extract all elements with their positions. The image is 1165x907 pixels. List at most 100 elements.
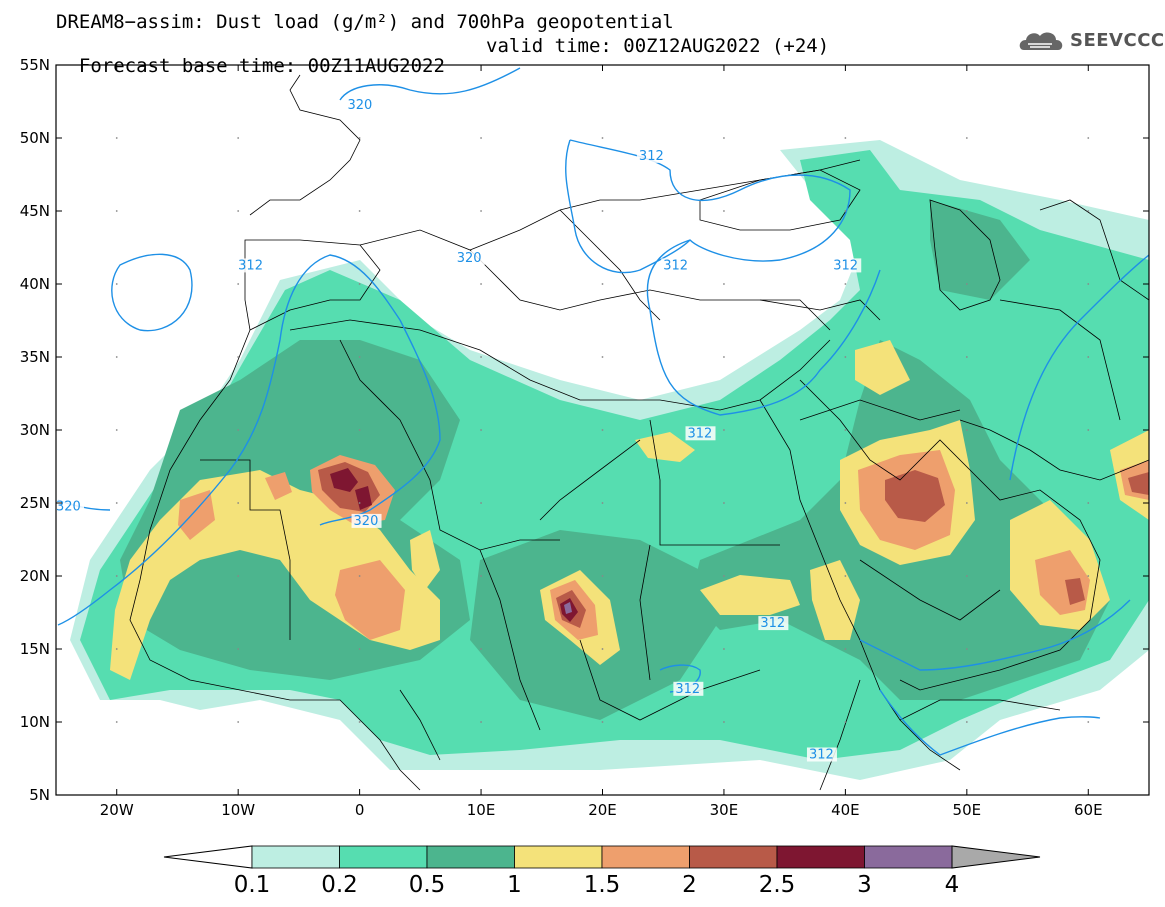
grid-dot (965, 210, 968, 212)
colorbar-swatch (426, 845, 515, 869)
grid-dot (237, 502, 240, 504)
contour-label: 320 (354, 514, 379, 529)
grid-dot (358, 356, 361, 358)
lon-tick-label: 20W (100, 801, 134, 819)
grid-dot (480, 356, 482, 358)
contour-label: 312 (238, 258, 263, 273)
grid-dot (358, 648, 361, 650)
grid-dot (1087, 648, 1090, 650)
contour-label-bg (661, 258, 692, 273)
grid-dot (115, 210, 118, 212)
lon-tick-label: 20E (588, 801, 617, 819)
grid-dot (115, 502, 118, 504)
grid-dot (723, 721, 725, 723)
grid-dot (601, 721, 604, 723)
contour-label-bg (454, 251, 485, 266)
lat-tick-label: 5N (29, 786, 50, 804)
seevccc-logo: SEEVCCC (1018, 28, 1164, 54)
dust-area-3 (564, 602, 572, 614)
contour-label: 320 (56, 499, 81, 514)
grid-dot (965, 648, 968, 650)
base-time: Forecast base time: 00Z11AUG2022 (78, 55, 445, 77)
grid-dot (1087, 429, 1090, 431)
grid-dot (1087, 137, 1090, 139)
colorbar-swatch (251, 845, 340, 869)
grid-dot (844, 575, 847, 577)
grid-dot (237, 210, 240, 212)
lat-tick-label: 30N (20, 421, 50, 439)
grid-dot (480, 721, 482, 723)
colorbar-label: 1 (507, 872, 522, 898)
grid-dot (358, 210, 361, 212)
lat-tick-label: 55N (20, 56, 50, 74)
grid-dot (1087, 721, 1090, 723)
lat-tick-label: 50N (20, 129, 50, 147)
grid-dot (844, 283, 847, 285)
contour-label-bg (685, 426, 716, 441)
contour-label: 312 (760, 616, 785, 631)
grid-dot (844, 502, 847, 504)
colorbar-swatch (601, 845, 690, 869)
grid-dot (115, 137, 118, 139)
contour-label: 312 (833, 258, 858, 273)
contour-label: 312 (688, 426, 713, 441)
grid-dot (115, 429, 118, 431)
colorbar-swatch (864, 845, 953, 869)
lon-tick-label: 10E (467, 801, 496, 819)
contour-label-bg (831, 258, 862, 273)
lat-tick-label: 35N (20, 348, 50, 366)
grid-dot (1087, 356, 1090, 358)
lat-tick-label: 15N (20, 640, 50, 658)
grid-dot (601, 283, 604, 285)
colorbar-label: 3 (857, 872, 872, 898)
colorbar-swatch (514, 845, 603, 869)
contour-label: 312 (809, 748, 834, 763)
grid-dot (601, 648, 604, 650)
colorbar-label: 0.1 (233, 872, 271, 898)
grid-dot (480, 137, 482, 139)
dust-area-2.5 (330, 468, 358, 492)
lon-tick-label: 40E (831, 801, 860, 819)
grid-dot (237, 429, 240, 431)
grid-dot (723, 210, 725, 212)
grid-dot (723, 429, 725, 431)
grid-dot (1087, 283, 1090, 285)
lon-tick-label: 0 (355, 801, 365, 819)
coastlines-and-borders (129, 74, 1149, 791)
grid-dot (115, 356, 118, 358)
grid-dot (844, 429, 847, 431)
dust-load-field (70, 140, 1149, 780)
lat-tick-label: 20N (20, 567, 50, 585)
grid-dot (601, 210, 604, 212)
grid-dot (237, 575, 240, 577)
grid-dot (237, 648, 240, 650)
colorbar-label: 0.2 (321, 872, 358, 898)
grid-dot (601, 429, 604, 431)
grid-dot (601, 356, 604, 358)
colorbar-label: 4 (944, 872, 960, 898)
lat-tick-label: 40N (20, 275, 50, 293)
contour-label: 320 (457, 251, 482, 266)
grid-dot (844, 137, 847, 139)
grid-dot (844, 210, 847, 212)
grid-dot (965, 356, 968, 358)
grid-dot (844, 648, 847, 650)
cloud-logo-icon (1019, 32, 1063, 50)
colorbar-label: 2.5 (758, 872, 796, 898)
grid-dot (601, 575, 604, 577)
colorbar-swatch (339, 845, 428, 869)
grid-dot (965, 502, 968, 504)
grid-dot (601, 502, 604, 504)
chart-title: DREAM8−assim: Dust load (g/m²) and 700hP… (56, 11, 674, 33)
contour-label-bg (806, 747, 837, 762)
chart-subtitle: Forecast base time: 00Z11AUG2022 valid t… (56, 36, 829, 96)
grid-dot (480, 648, 482, 650)
contour-label-bg (345, 97, 376, 112)
logo-text: SEEVCCC (1070, 30, 1165, 51)
grid-dot (237, 137, 240, 139)
grid-dot (115, 575, 118, 577)
colorbar-over-arrow (951, 845, 1041, 869)
contour-label-bg (636, 148, 667, 163)
grid-dot (115, 283, 118, 285)
colorbar-under-arrow (163, 845, 253, 869)
